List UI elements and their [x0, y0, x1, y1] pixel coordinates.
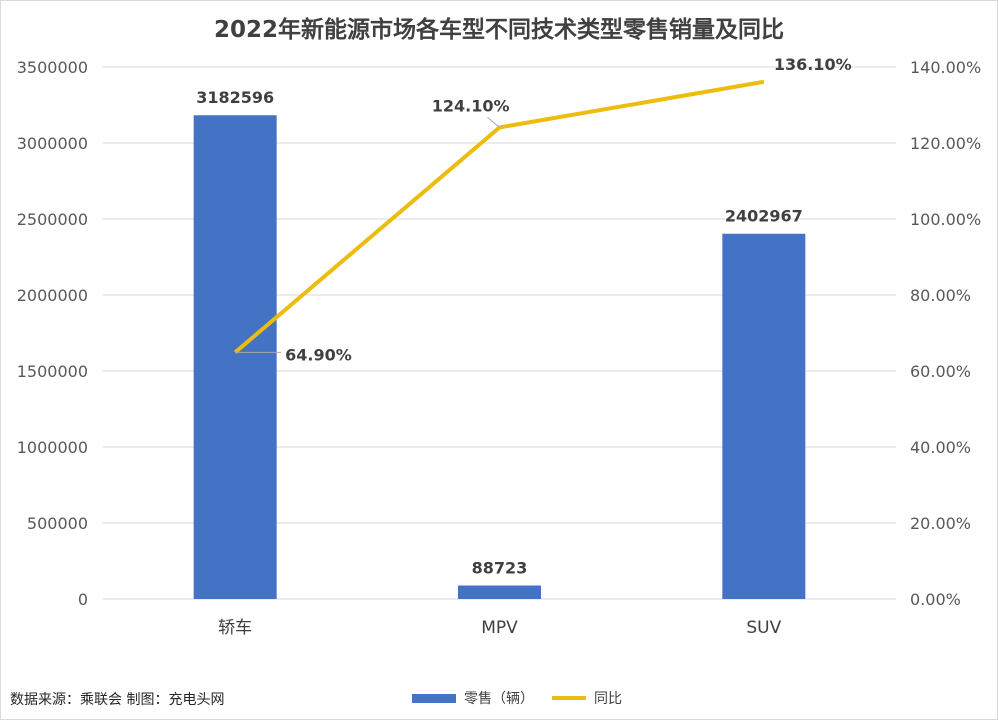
- y-right-tick-label: 80.00%: [910, 286, 971, 305]
- y-right-tick-label: 60.00%: [910, 362, 971, 381]
- y-left-tick-label: 500000: [27, 514, 88, 533]
- x-tick-label: MPV: [481, 618, 518, 638]
- legend-item-yoy: 同比: [552, 688, 622, 708]
- y-left-tick-label: 1000000: [17, 438, 88, 457]
- yoy-line: [233, 79, 765, 354]
- source-note: 数据来源：乘联会 制图：充电头网: [10, 692, 225, 708]
- y-left-tick-label: 3000000: [17, 134, 88, 153]
- y-right-tick-label: 40.00%: [910, 438, 971, 457]
- y-right-tick-label: 20.00%: [910, 514, 971, 533]
- y-right-tick-label: 0.00%: [910, 590, 961, 609]
- bar-1: [458, 585, 541, 599]
- x-tick-label: 轿车: [218, 618, 252, 638]
- legend: 零售（辆） 同比: [412, 688, 640, 708]
- legend-swatch-sales: [412, 693, 456, 703]
- bar-data-label: 3182596: [196, 88, 274, 107]
- bar-2: [722, 233, 806, 599]
- legend-label-sales: 零售（辆）: [464, 691, 534, 707]
- x-tick-label: SUV: [746, 618, 781, 638]
- legend-label-yoy: 同比: [594, 691, 622, 707]
- bar-data-label: 88723: [472, 559, 528, 578]
- y-left-tick-label: 2500000: [17, 210, 88, 229]
- line-data-label: 64.90%: [285, 345, 352, 364]
- y-left-tick-label: 0: [78, 590, 88, 609]
- y-left-tick-label: 1500000: [17, 362, 88, 381]
- legend-swatch-yoy: [552, 696, 586, 700]
- legend-item-sales: 零售（辆）: [412, 688, 534, 708]
- leader-line: [487, 117, 500, 128]
- y-right-tick-label: 100.00%: [910, 210, 981, 229]
- line-data-label: 124.10%: [432, 96, 510, 115]
- bar-data-label: 2402967: [725, 207, 803, 226]
- y-left-tick-label: 2000000: [17, 286, 88, 305]
- bar-0: [193, 115, 277, 599]
- chart-title: 2022年新能源市场各车型不同技术类型零售销量及同比: [213, 17, 784, 43]
- line-data-label: 136.10%: [774, 55, 852, 74]
- y-right-tick-label: 140.00%: [910, 58, 981, 77]
- chart-plot: 0 500000 1000000 1500000 2000000 2500000 30000…: [17, 55, 981, 638]
- y-left-tick-label: 3500000: [17, 58, 88, 77]
- y-right-tick-label: 120.00%: [910, 134, 981, 153]
